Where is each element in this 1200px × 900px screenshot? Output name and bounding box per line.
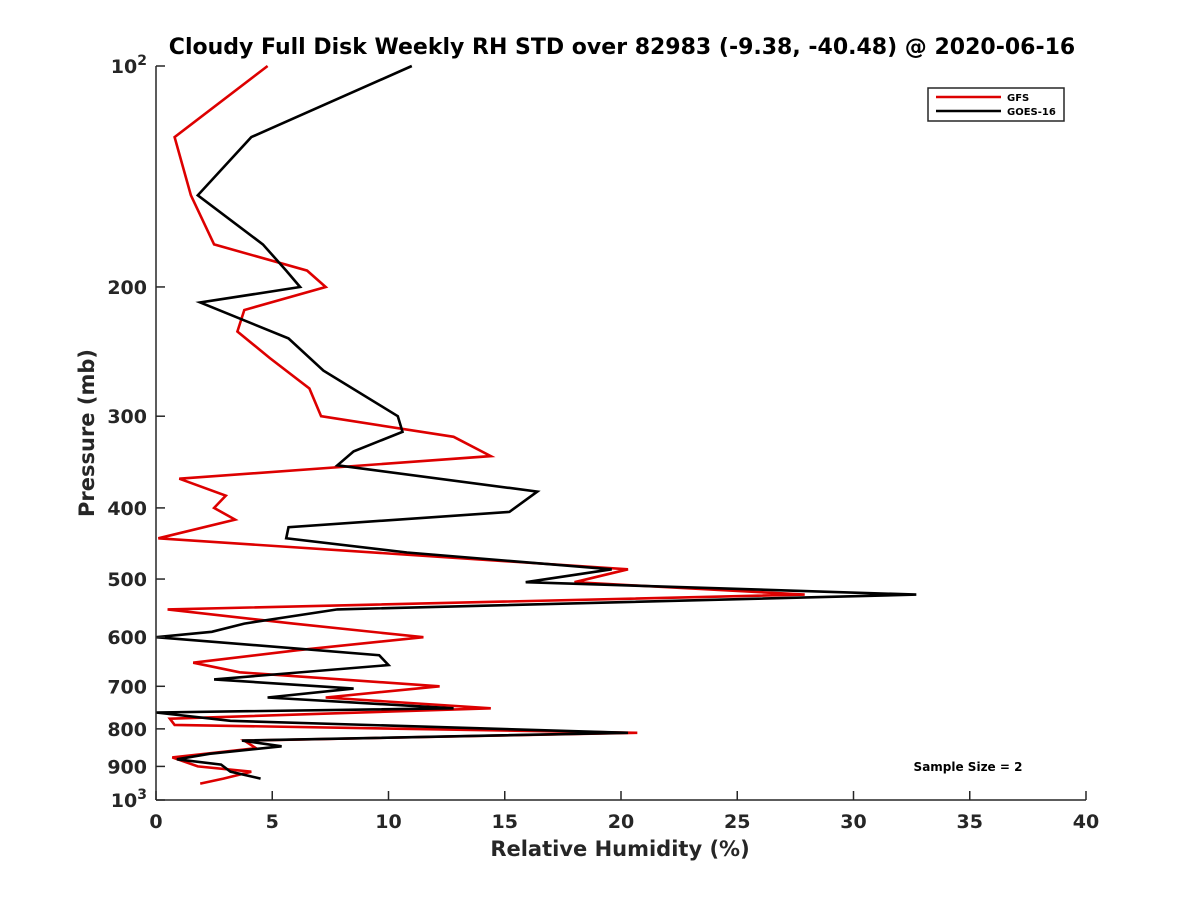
x-tick-label: 10 bbox=[375, 811, 401, 833]
x-tick-label: 30 bbox=[840, 811, 866, 833]
x-tick-label: 40 bbox=[1073, 811, 1099, 833]
x-tick-label: 25 bbox=[724, 811, 750, 833]
x-axis-title: Relative Humidity (%) bbox=[490, 837, 749, 861]
x-tick-label: 15 bbox=[492, 811, 518, 833]
y-tick-label: 800 bbox=[107, 719, 147, 741]
y-axis-title: Pressure (mb) bbox=[75, 349, 99, 517]
y-tick-label: 400 bbox=[107, 498, 147, 520]
series-line-goes-16 bbox=[155, 64, 917, 780]
axes: 0 5 10 15 20 25 30 35 40 102 200 300 400 500 600 700 800… bbox=[107, 53, 1099, 833]
chart-title: Cloudy Full Disk Weekly RH STD over 8298… bbox=[169, 35, 1075, 60]
sample-size-annotation: Sample Size = 2 bbox=[914, 760, 1023, 774]
y-tick-label: 500 bbox=[107, 569, 147, 591]
legend-label-goes-16: GOES-16 bbox=[1007, 107, 1056, 118]
legend-box bbox=[927, 87, 1065, 122]
y-tick-label: 103 bbox=[111, 787, 147, 812]
x-tick-label: 35 bbox=[957, 811, 983, 833]
y-tick-label: 300 bbox=[107, 406, 147, 428]
y-tick-label: 102 bbox=[111, 53, 147, 78]
y-tick-label: 600 bbox=[107, 627, 147, 649]
x-tick-label: 5 bbox=[266, 811, 279, 833]
x-tick-label: 0 bbox=[149, 811, 162, 833]
y-tick-label: 900 bbox=[107, 756, 147, 778]
x-tick-label: 20 bbox=[608, 811, 634, 833]
legend-label-gfs: GFS bbox=[1007, 93, 1029, 104]
y-tick-label: 200 bbox=[107, 277, 147, 299]
y-tick-label: 700 bbox=[107, 676, 147, 698]
plot-area bbox=[155, 64, 917, 785]
legend: GFS GOES-16 bbox=[927, 87, 1065, 122]
